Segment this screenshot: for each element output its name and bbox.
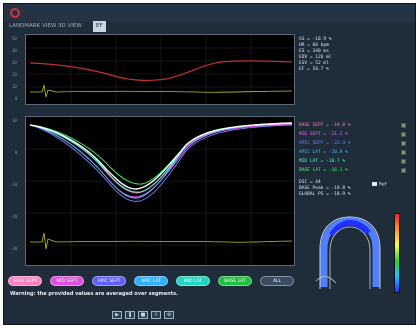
heart-valve-line bbox=[315, 276, 337, 284]
top-ytick: 10 bbox=[12, 84, 17, 89]
stat-line: EF = 58.7 % bbox=[299, 67, 329, 72]
main-ytick: -20 bbox=[10, 214, 18, 219]
legend-item: MID LAT = -18.7 % bbox=[299, 159, 346, 164]
title-bar bbox=[4, 4, 415, 22]
volume-curve bbox=[29, 60, 293, 81]
legend-item: BASE SEPT = -19.8 % bbox=[299, 123, 351, 128]
strain-colorbar bbox=[394, 213, 400, 293]
strain-chart[interactable] bbox=[25, 116, 295, 266]
bullseye-heart-view[interactable] bbox=[310, 213, 390, 293]
stat-line: HR = 66 bpm bbox=[299, 43, 329, 48]
legend-item: BASE LAT = -16.1 % bbox=[299, 168, 348, 173]
stat-line: ES = 340 ms bbox=[299, 49, 329, 54]
segment-checkbox[interactable] bbox=[401, 159, 406, 164]
heart-apex-region bbox=[329, 219, 371, 237]
zoom-icon[interactable]: ⊕ bbox=[164, 311, 174, 319]
main-ecg-trace bbox=[30, 232, 293, 250]
reference-label: Ref bbox=[379, 182, 387, 188]
app-logo-icon bbox=[10, 8, 20, 18]
warning-message: Warning: the provided values are average… bbox=[10, 291, 178, 297]
segment-checkbox[interactable] bbox=[401, 150, 406, 155]
segment-checkbox[interactable] bbox=[401, 141, 406, 146]
segment-button-mid-lat[interactable]: MID LAT bbox=[176, 276, 210, 286]
stat-line: GS = -18.9 % bbox=[299, 37, 332, 42]
play-icon[interactable]: ▶ bbox=[112, 311, 122, 319]
reference-swatch-icon bbox=[372, 182, 377, 186]
top-ytick: 20 bbox=[12, 72, 17, 77]
strain-curve-apic-sept bbox=[29, 124, 293, 202]
strain-curve-apic-lat bbox=[29, 122, 293, 199]
segment-button-mid-sept[interactable]: MID SEPT bbox=[50, 276, 84, 286]
top-ytick: 40 bbox=[12, 48, 17, 53]
main-ytick: -30 bbox=[10, 246, 18, 251]
legend-item: APIC SEPT = -22.4 % bbox=[299, 141, 351, 146]
segment-button-all[interactable]: ALL bbox=[260, 276, 294, 286]
tab-landmark-view[interactable]: LANDMARK VIEW bbox=[9, 23, 57, 29]
ecg-trace bbox=[30, 84, 293, 98]
segment-checkbox[interactable] bbox=[401, 168, 406, 173]
stat-line: EDV = 126 ml bbox=[299, 55, 332, 60]
info-line: DSI = 44 bbox=[299, 180, 321, 185]
segment-button-base-lat[interactable]: BASE LAT bbox=[218, 276, 252, 286]
info-line: GLOBAL PS = -18.9 % bbox=[299, 192, 351, 197]
stats-panel: GS = -18.9 % HR = 66 bpm ES = 340 ms EDV… bbox=[299, 37, 332, 73]
top-ytick: 0 bbox=[15, 96, 18, 101]
stat-line: ESV = 52 ml bbox=[299, 61, 329, 66]
tab-ef[interactable]: EF bbox=[93, 21, 106, 32]
segment-checkbox[interactable] bbox=[401, 132, 406, 137]
heart-inner-wall bbox=[329, 226, 371, 289]
pause-icon[interactable]: ❚ bbox=[125, 311, 135, 319]
segment-info: DSI = 44 BASE Peak = -19.8 % GLOBAL PS =… bbox=[299, 180, 350, 198]
stop-icon[interactable]: ■ bbox=[138, 311, 148, 319]
legend-item: MID SEPT = -21.2 % bbox=[299, 132, 348, 137]
info-line: BASE Peak = -19.8 % bbox=[299, 186, 351, 191]
legend-item: APIC LAT = -20.9 % bbox=[299, 150, 348, 155]
main-ytick: 0 bbox=[15, 150, 18, 155]
tab-3d-view[interactable]: 3D VIEW bbox=[58, 23, 82, 29]
reference-toggle[interactable]: Ref bbox=[372, 182, 386, 188]
top-ytick: 30 bbox=[12, 60, 17, 65]
main-ytick: 10 bbox=[12, 118, 17, 123]
export-icon[interactable]: ⇪ bbox=[151, 311, 161, 319]
segment-button-apic-lat[interactable]: APIC LAT bbox=[134, 276, 168, 286]
volume-chart[interactable] bbox=[25, 34, 295, 105]
segment-button-apic-sept[interactable]: APIC SEPT bbox=[92, 276, 126, 286]
segment-button-base-sept[interactable]: BASE SEPT bbox=[8, 276, 42, 286]
top-ytick: 50 bbox=[12, 36, 17, 41]
main-ytick: -10 bbox=[10, 182, 18, 187]
heart-outer-wall bbox=[319, 216, 381, 289]
strain-curve-global bbox=[29, 122, 293, 190]
segment-checkbox[interactable] bbox=[401, 123, 406, 128]
segment-legend: BASE SEPT = -19.8 % MID SEPT = -21.2 % A… bbox=[299, 121, 350, 175]
